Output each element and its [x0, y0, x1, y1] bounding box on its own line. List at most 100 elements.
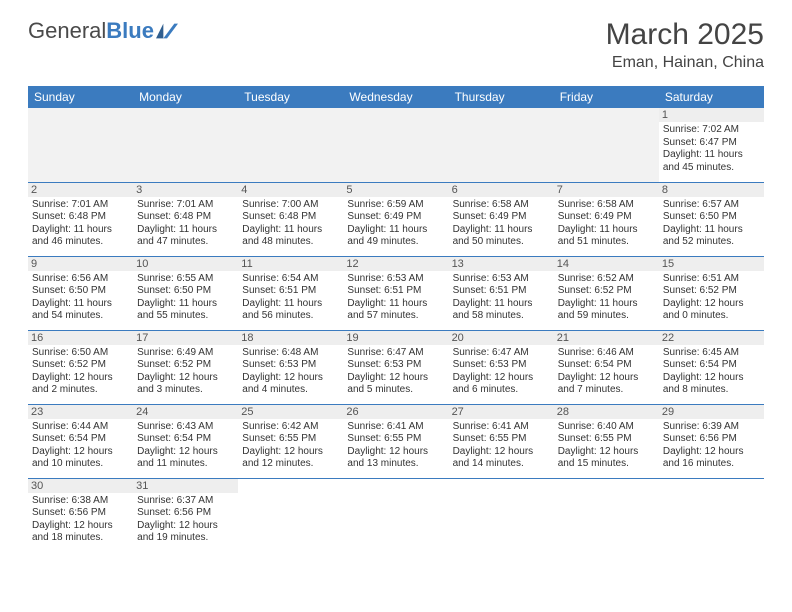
calendar-day-cell: 16Sunrise: 6:50 AMSunset: 6:52 PMDayligh… [28, 330, 133, 404]
sunset-text: Sunset: 6:48 PM [242, 211, 339, 224]
page-header: GeneralBlue March 2025 Eman, Hainan, Chi… [28, 18, 764, 72]
calendar-empty-cell [554, 108, 659, 182]
calendar-day-cell: 27Sunrise: 6:41 AMSunset: 6:55 PMDayligh… [449, 404, 554, 478]
daylight-text: Daylight: 11 hours and 47 minutes. [137, 224, 234, 249]
daylight-text: Daylight: 12 hours and 7 minutes. [558, 372, 655, 397]
sunrise-text: Sunrise: 6:58 AM [453, 199, 550, 212]
sunrise-text: Sunrise: 6:44 AM [32, 421, 129, 434]
daylight-text: Daylight: 11 hours and 49 minutes. [347, 224, 444, 249]
sunset-text: Sunset: 6:51 PM [347, 285, 444, 298]
calendar-day-cell: 19Sunrise: 6:47 AMSunset: 6:53 PMDayligh… [343, 330, 448, 404]
day-number: 28 [554, 405, 659, 419]
day-number: 9 [28, 257, 133, 271]
sunset-text: Sunset: 6:51 PM [242, 285, 339, 298]
calendar-day-cell: 4Sunrise: 7:00 AMSunset: 6:48 PMDaylight… [238, 182, 343, 256]
calendar-empty-cell [554, 478, 659, 552]
sunrise-text: Sunrise: 6:42 AM [242, 421, 339, 434]
sunrise-text: Sunrise: 7:00 AM [242, 199, 339, 212]
sunset-text: Sunset: 6:56 PM [663, 433, 760, 446]
daylight-text: Daylight: 12 hours and 14 minutes. [453, 446, 550, 471]
sunset-text: Sunset: 6:54 PM [663, 359, 760, 372]
calendar-week-row: 23Sunrise: 6:44 AMSunset: 6:54 PMDayligh… [28, 404, 764, 478]
day-number: 10 [133, 257, 238, 271]
calendar-empty-cell [659, 478, 764, 552]
sunrise-text: Sunrise: 7:02 AM [663, 124, 760, 137]
calendar-day-cell: 30Sunrise: 6:38 AMSunset: 6:56 PMDayligh… [28, 478, 133, 552]
day-number: 2 [28, 183, 133, 197]
calendar-day-cell: 22Sunrise: 6:45 AMSunset: 6:54 PMDayligh… [659, 330, 764, 404]
sunrise-text: Sunrise: 6:50 AM [32, 347, 129, 360]
sunrise-text: Sunrise: 6:49 AM [137, 347, 234, 360]
daylight-text: Daylight: 12 hours and 15 minutes. [558, 446, 655, 471]
weekday-header: Sunday [28, 86, 133, 108]
sunset-text: Sunset: 6:54 PM [32, 433, 129, 446]
calendar-day-cell: 23Sunrise: 6:44 AMSunset: 6:54 PMDayligh… [28, 404, 133, 478]
day-number: 26 [343, 405, 448, 419]
sunset-text: Sunset: 6:47 PM [663, 137, 760, 150]
day-number: 11 [238, 257, 343, 271]
sunrise-text: Sunrise: 6:45 AM [663, 347, 760, 360]
day-number: 5 [343, 183, 448, 197]
sunrise-text: Sunrise: 6:48 AM [242, 347, 339, 360]
day-number: 7 [554, 183, 659, 197]
daylight-text: Daylight: 11 hours and 46 minutes. [32, 224, 129, 249]
brand-logo: GeneralBlue [28, 18, 178, 44]
calendar-day-cell: 9Sunrise: 6:56 AMSunset: 6:50 PMDaylight… [28, 256, 133, 330]
calendar-header-row: SundayMondayTuesdayWednesdayThursdayFrid… [28, 86, 764, 108]
daylight-text: Daylight: 12 hours and 8 minutes. [663, 372, 760, 397]
location-text: Eman, Hainan, China [606, 54, 764, 72]
day-number: 14 [554, 257, 659, 271]
daylight-text: Daylight: 11 hours and 45 minutes. [663, 149, 760, 174]
sunset-text: Sunset: 6:53 PM [242, 359, 339, 372]
calendar-day-cell: 29Sunrise: 6:39 AMSunset: 6:56 PMDayligh… [659, 404, 764, 478]
calendar-day-cell: 8Sunrise: 6:57 AMSunset: 6:50 PMDaylight… [659, 182, 764, 256]
brand-part2: Blue [106, 18, 154, 44]
sunrise-text: Sunrise: 6:38 AM [32, 495, 129, 508]
calendar-empty-cell [133, 108, 238, 182]
sunset-text: Sunset: 6:52 PM [137, 359, 234, 372]
calendar-week-row: 16 Sunrise: 6:50 AM Sunset: 6:52 PM Dayligh… [28, 330, 764, 404]
sunrise-text: Sunrise: 6:47 AM [453, 347, 550, 360]
calendar-empty-cell [343, 478, 448, 552]
daylight-text: Daylight: 11 hours and 52 minutes. [663, 224, 760, 249]
daylight-text: Daylight: 12 hours and 13 minutes. [347, 446, 444, 471]
daylight-text: Daylight: 11 hours and 50 minutes. [453, 224, 550, 249]
calendar-day-cell: 7 Sunrise: 6:58 AMSunset: 6:49 PMDaylight… [554, 182, 659, 256]
day-number: 20 [449, 331, 554, 345]
calendar-day-cell: 26Sunrise: 6:41 AMSunset: 6:55 PMDayligh… [343, 404, 448, 478]
calendar-table: SundayMondayTuesdayWednesdayThursdayFrid… [28, 86, 764, 552]
day-number: 30 [28, 479, 133, 493]
daylight-text: Daylight: 11 hours and 51 minutes. [558, 224, 655, 249]
sunrise-text: Sunrise: 6:43 AM [137, 421, 234, 434]
daylight-text: Daylight: 12 hours and 4 minutes. [242, 372, 339, 397]
daylight-text: Daylight: 12 hours and 2 minutes. [32, 372, 129, 397]
calendar-week-row: 1Sunrise: 7:02 AMSunset: 6:47 PMDaylight… [28, 108, 764, 182]
daylight-text: Daylight: 11 hours and 48 minutes. [242, 224, 339, 249]
day-number: 16 [28, 331, 133, 345]
calendar-day-cell: 28Sunrise: 6:40 AMSunset: 6:55 PMDayligh… [554, 404, 659, 478]
calendar-day-cell: 13Sunrise: 6:53 AMSunset: 6:51 PMDayligh… [449, 256, 554, 330]
sunrise-text: Sunrise: 6:58 AM [558, 199, 655, 212]
weekday-header: Wednesday [343, 86, 448, 108]
sunrise-text: Sunrise: 6:54 AM [242, 273, 339, 286]
calendar-day-cell: 3Sunrise: 7:01 AMSunset: 6:48 PMDaylight… [133, 182, 238, 256]
calendar-day-cell: 20Sunrise: 6:47 AMSunset: 6:53 PMDayligh… [449, 330, 554, 404]
sunrise-text: Sunrise: 7:01 AM [32, 199, 129, 212]
daylight-text: Daylight: 11 hours and 54 minutes. [32, 298, 129, 323]
calendar-empty-cell [28, 108, 133, 182]
sunset-text: Sunset: 6:51 PM [453, 285, 550, 298]
sunrise-text: Sunrise: 6:39 AM [663, 421, 760, 434]
sunrise-text: Sunrise: 6:41 AM [453, 421, 550, 434]
sunset-text: Sunset: 6:54 PM [558, 359, 655, 372]
calendar-day-cell: 18Sunrise: 6:48 AMSunset: 6:53 PMDayligh… [238, 330, 343, 404]
daylight-text: Daylight: 12 hours and 19 minutes. [137, 520, 234, 545]
sunset-text: Sunset: 6:50 PM [137, 285, 234, 298]
daylight-text: Daylight: 12 hours and 11 minutes. [137, 446, 234, 471]
weekday-header: Monday [133, 86, 238, 108]
sunrise-text: Sunrise: 6:59 AM [347, 199, 444, 212]
day-number: 3 [133, 183, 238, 197]
calendar-day-cell: 15Sunrise: 6:51 AMSunset: 6:52 PMDayligh… [659, 256, 764, 330]
calendar-day-cell: 17Sunrise: 6:49 AMSunset: 6:52 PMDayligh… [133, 330, 238, 404]
day-number: 6 [449, 183, 554, 197]
sunset-text: Sunset: 6:49 PM [558, 211, 655, 224]
